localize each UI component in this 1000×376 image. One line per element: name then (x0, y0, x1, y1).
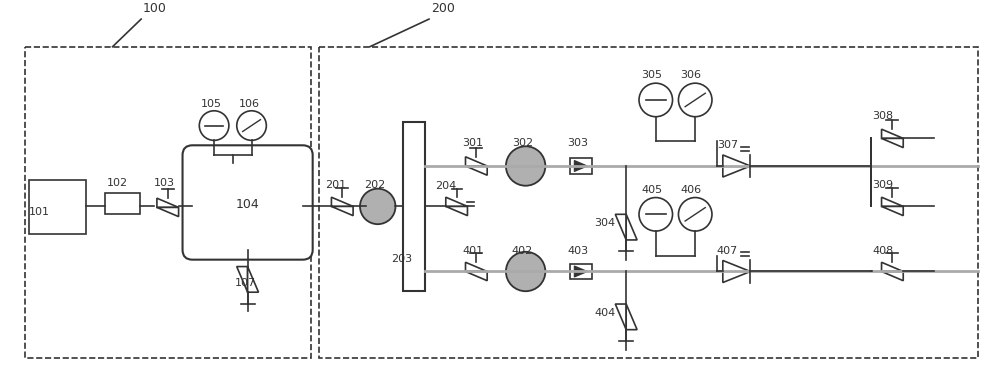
Text: 309: 309 (873, 180, 894, 190)
Polygon shape (882, 129, 903, 138)
Polygon shape (331, 197, 353, 206)
Polygon shape (465, 166, 487, 175)
Text: 303: 303 (567, 138, 588, 148)
Text: 404: 404 (595, 308, 616, 318)
Circle shape (506, 146, 545, 186)
Polygon shape (723, 261, 750, 282)
Circle shape (678, 83, 712, 117)
Polygon shape (615, 214, 626, 240)
Circle shape (506, 252, 545, 291)
Bar (570, 158, 592, 174)
Polygon shape (626, 304, 637, 330)
Polygon shape (446, 197, 467, 206)
Text: 408: 408 (873, 246, 894, 256)
Polygon shape (248, 267, 259, 292)
Bar (403, 122, 425, 291)
Text: 105: 105 (201, 99, 222, 109)
Text: 302: 302 (512, 138, 533, 148)
Bar (570, 264, 592, 279)
Polygon shape (465, 157, 487, 166)
Text: 305: 305 (641, 70, 662, 80)
Text: 307: 307 (717, 140, 738, 150)
Polygon shape (465, 271, 487, 281)
Circle shape (678, 197, 712, 231)
Text: 402: 402 (512, 246, 533, 256)
Polygon shape (574, 266, 587, 277)
Text: 101: 101 (29, 207, 50, 217)
Bar (319, 47, 978, 358)
Text: 200: 200 (431, 2, 455, 15)
Text: 301: 301 (463, 138, 484, 148)
Text: 100: 100 (143, 2, 167, 15)
Text: 202: 202 (364, 180, 385, 190)
FancyBboxPatch shape (183, 145, 313, 260)
Polygon shape (157, 198, 179, 208)
Bar (105, 193, 140, 214)
Polygon shape (882, 138, 903, 148)
Polygon shape (723, 155, 750, 177)
Bar (29, 180, 86, 234)
Text: 308: 308 (873, 111, 894, 121)
Circle shape (360, 189, 395, 224)
Polygon shape (446, 206, 467, 216)
Text: 406: 406 (680, 185, 702, 195)
Text: 306: 306 (680, 70, 701, 80)
Polygon shape (331, 206, 353, 216)
Text: 405: 405 (641, 185, 662, 195)
Bar (25, 47, 311, 358)
Polygon shape (882, 271, 903, 281)
Text: 107: 107 (235, 278, 256, 288)
Circle shape (237, 111, 266, 140)
Text: 102: 102 (107, 178, 128, 188)
Polygon shape (882, 197, 903, 206)
Text: 403: 403 (567, 246, 588, 256)
Text: 203: 203 (392, 254, 413, 264)
Polygon shape (465, 262, 487, 271)
Text: 106: 106 (239, 99, 260, 109)
Circle shape (199, 111, 229, 140)
Circle shape (639, 197, 673, 231)
Polygon shape (882, 206, 903, 216)
Polygon shape (615, 304, 626, 330)
Text: 104: 104 (236, 198, 259, 211)
Polygon shape (157, 208, 179, 217)
Text: 204: 204 (435, 181, 456, 191)
Polygon shape (237, 267, 248, 292)
Text: 201: 201 (325, 180, 347, 190)
Polygon shape (574, 161, 587, 171)
Circle shape (639, 83, 673, 117)
Polygon shape (882, 262, 903, 271)
Text: 304: 304 (595, 218, 616, 228)
Text: 103: 103 (154, 178, 175, 188)
Text: 407: 407 (717, 246, 738, 256)
Text: 401: 401 (463, 246, 484, 256)
Polygon shape (626, 214, 637, 240)
